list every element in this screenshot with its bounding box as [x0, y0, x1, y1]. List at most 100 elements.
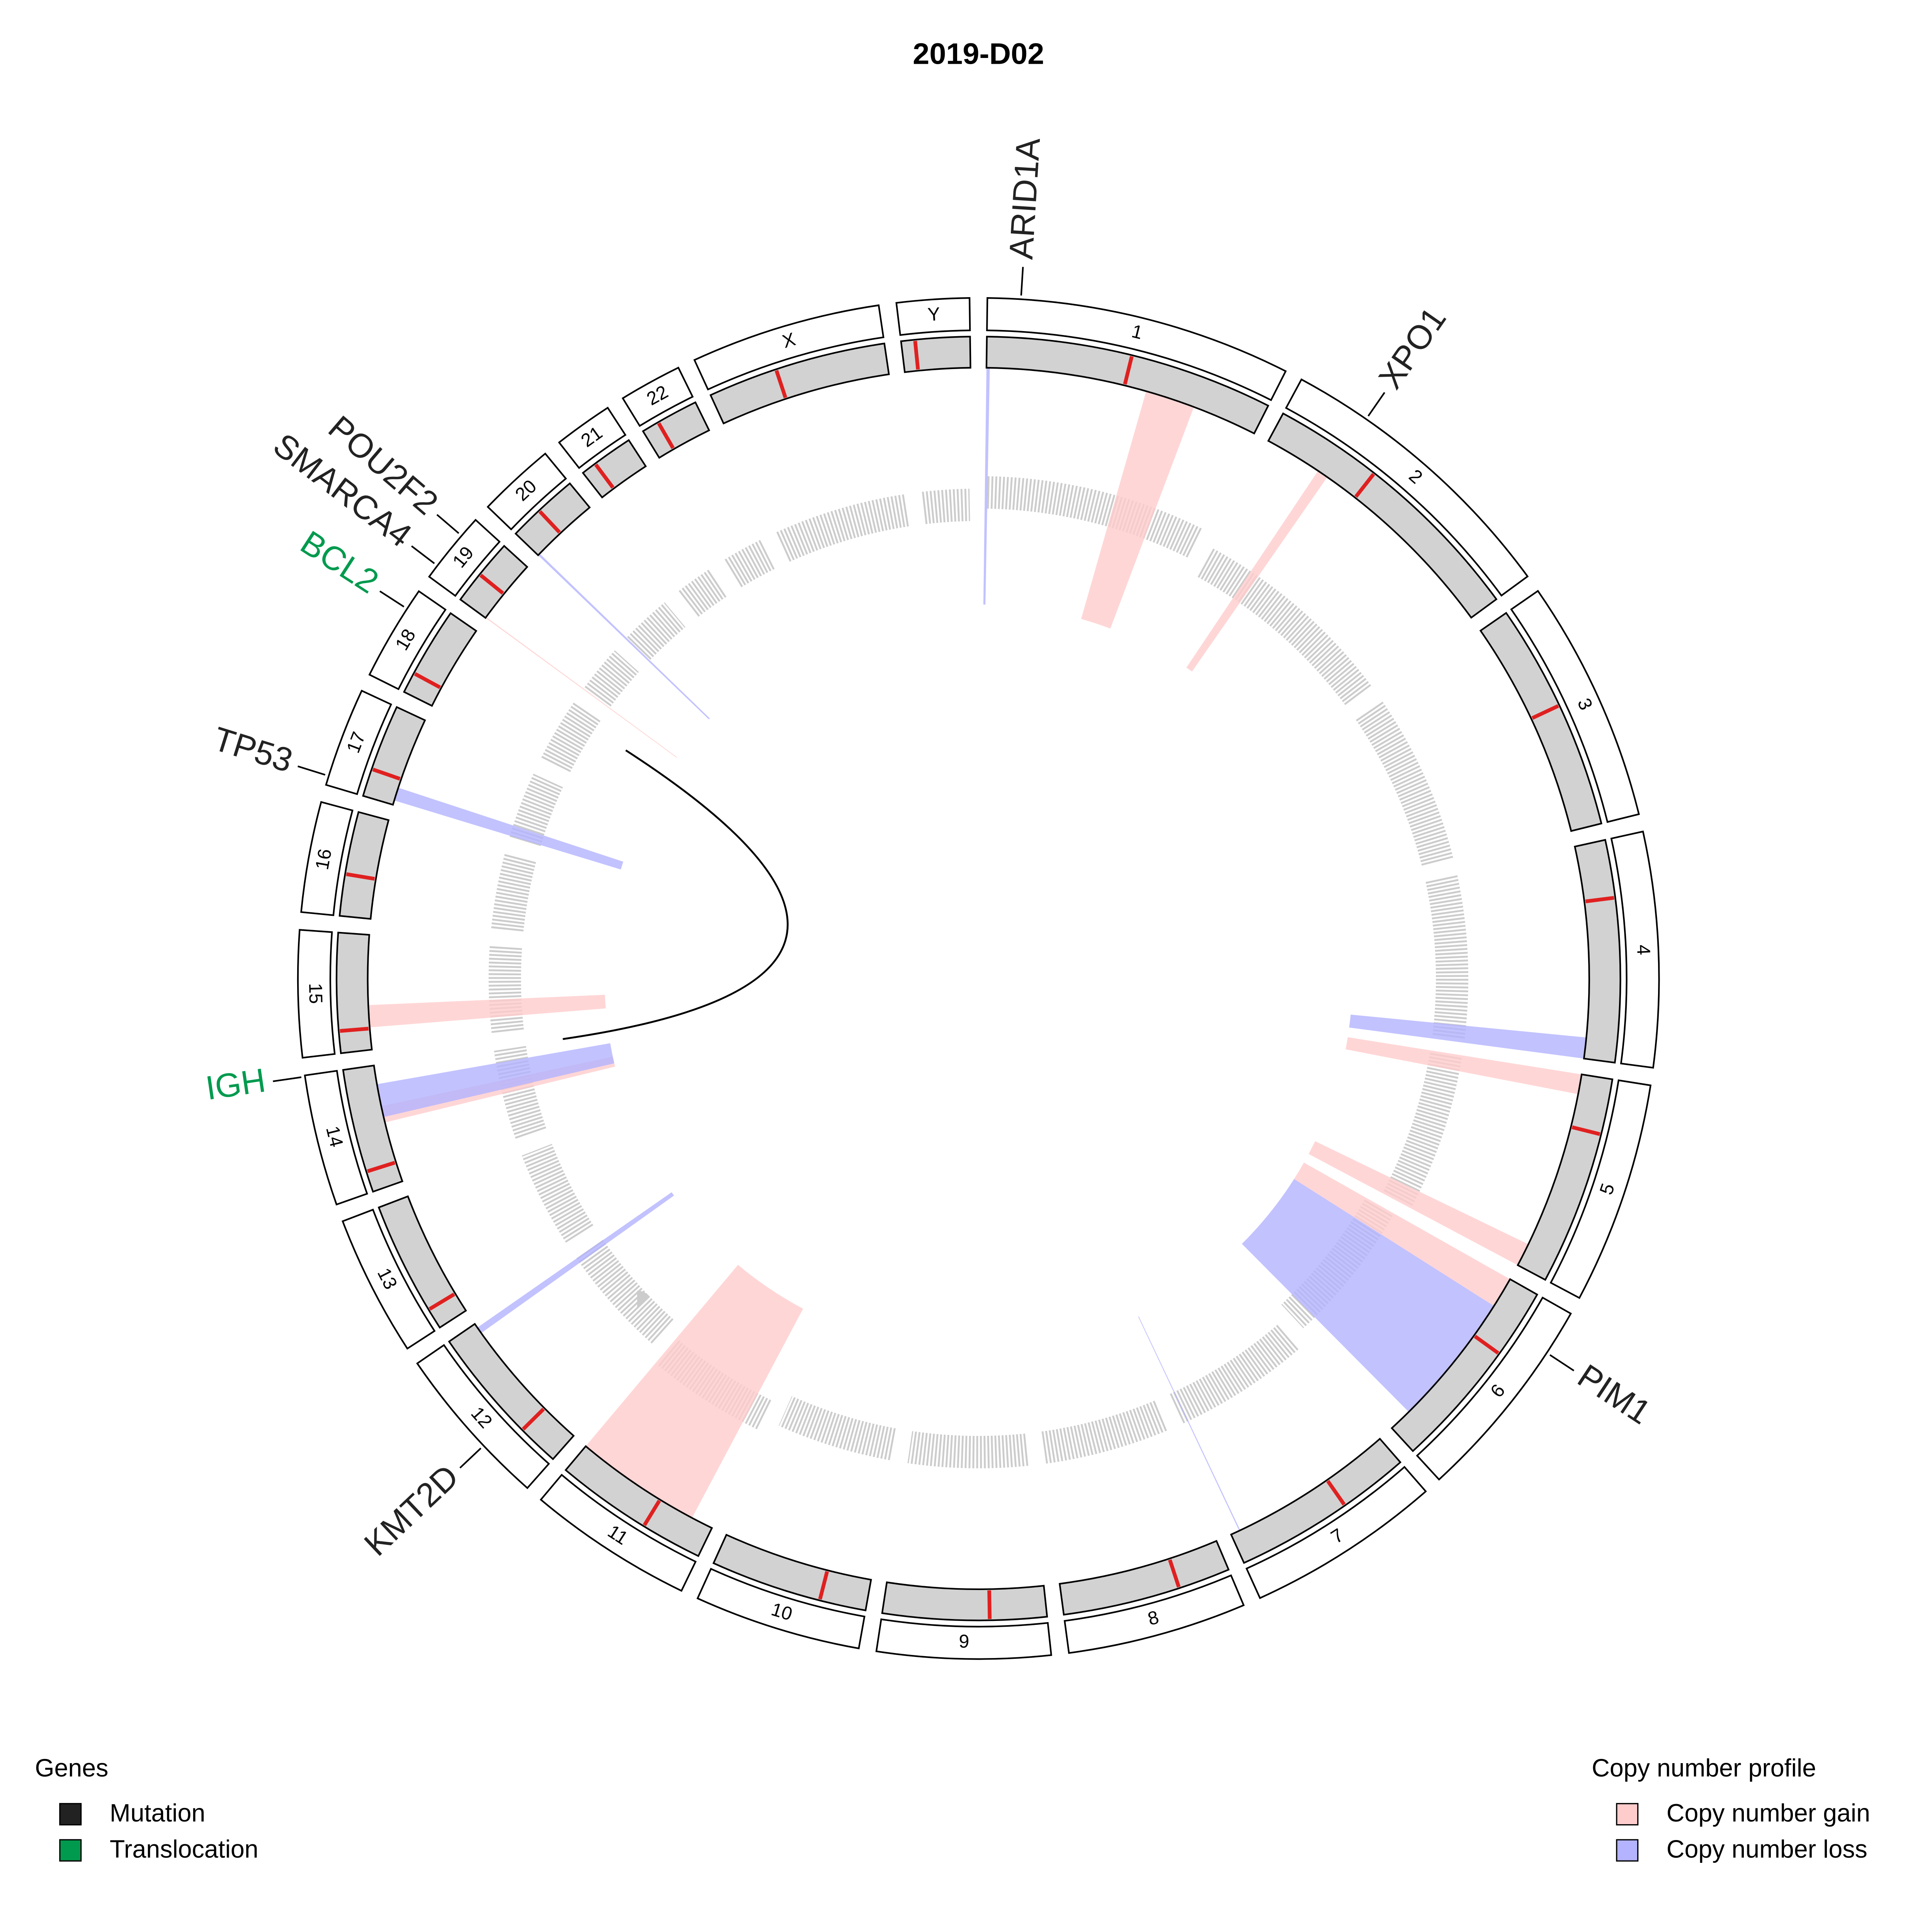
chromosome-label: Y: [927, 304, 941, 325]
ideogram-strip: [514, 482, 591, 556]
ideogram-strip: [338, 811, 390, 920]
legend-swatch: [59, 1803, 82, 1826]
legend: Genes Mutation Translocation Copy number…: [35, 1754, 1870, 1863]
cnv-segment: [377, 1043, 614, 1117]
ideogram-strip: [1517, 1073, 1614, 1281]
gene-tick: [1549, 1354, 1575, 1372]
copy-ratio-band: [679, 569, 728, 617]
centromere: [1326, 1480, 1346, 1506]
copy-ratio-band: [576, 1239, 674, 1344]
centromere: [1354, 473, 1375, 498]
chromosome-box: [416, 1344, 550, 1489]
cnv-segment: [1242, 1179, 1494, 1412]
centromere: [774, 370, 787, 398]
chromosome-box: [693, 304, 884, 391]
chart-title: 2019-D02: [913, 37, 1044, 71]
copy-ratio-band: [509, 774, 563, 846]
chromosome-label: 16: [311, 847, 336, 872]
cnv-segment: [585, 1265, 803, 1518]
copy-ratio-band: [584, 650, 639, 707]
chromosome-box: [486, 452, 567, 531]
copy-ratio-band: [541, 702, 601, 772]
cnv-segment: [1081, 391, 1194, 629]
copy-ratio-band: [627, 602, 686, 660]
chromosome-label: 9: [959, 1631, 969, 1652]
chromosome-box: [300, 801, 354, 916]
ideogram-strip: [342, 1065, 404, 1193]
centromere: [594, 463, 615, 489]
ideogram-strip: [1230, 1437, 1402, 1564]
cnv-segment: [1186, 471, 1327, 672]
gene-label: IGH: [203, 1061, 268, 1107]
copy-ratio-band: [776, 494, 909, 562]
copy-ratio-band: [1355, 701, 1453, 866]
chromosome-box: [1285, 378, 1529, 597]
ideogram-strip: [985, 335, 1269, 435]
legend-title: Copy number profile: [1592, 1754, 1816, 1782]
chromosome-box: [621, 366, 694, 427]
centromere: [1168, 1559, 1181, 1588]
chromosome-box: [368, 590, 447, 690]
ideogram-strip: [335, 932, 373, 1054]
chromosome-label: 15: [305, 983, 326, 1004]
chromosome-box: [304, 1070, 368, 1206]
ideogram-strip: [1059, 1540, 1230, 1616]
legend-label: Copy number gain: [1667, 1799, 1870, 1827]
centromere: [414, 672, 441, 689]
chromosome-box: [875, 1618, 1052, 1660]
gene-tick: [1020, 267, 1024, 296]
gene-tick: [379, 590, 405, 608]
gene-tick: [459, 1447, 481, 1469]
legend-label: Translocation: [110, 1835, 259, 1863]
cnv-segment: [538, 553, 710, 719]
cnv-segment: [1138, 1316, 1240, 1531]
chromosome-box: [539, 1473, 697, 1592]
translocation-link: [563, 749, 789, 1040]
chromosome-box: [696, 1568, 866, 1650]
copy-ratio-band: [1197, 548, 1372, 706]
ideogram-strip: [459, 544, 529, 619]
ideogram-strip: [709, 342, 890, 425]
chromosome-box: [986, 297, 1287, 401]
copy-ratio-band: [987, 476, 1203, 558]
ideogram-strip: [1479, 612, 1602, 832]
centromere: [913, 340, 920, 370]
chromosome-box: [297, 929, 336, 1059]
centromere: [429, 1293, 455, 1311]
chromosome-box: [1510, 590, 1640, 823]
ideogram-strip: [378, 1195, 467, 1329]
cnv-segment: [477, 1192, 674, 1333]
ideogram-strip: [881, 1581, 1048, 1621]
gene-tick: [1367, 392, 1386, 417]
ideogram-strip: [403, 612, 478, 707]
chromosome-box: [895, 297, 971, 336]
copy-ratio-band: [779, 1396, 896, 1461]
legend-swatch: [59, 1839, 82, 1862]
ideogram-strip: [1391, 1278, 1539, 1452]
gene-tick: [411, 545, 435, 564]
ideogram-strip: [900, 335, 971, 373]
legend-title: Genes: [35, 1754, 108, 1782]
ideogram-strip: [362, 706, 426, 806]
centromere: [1474, 1335, 1500, 1355]
centromere: [346, 872, 375, 881]
ideogram-strip: [712, 1534, 872, 1612]
chromosome-box: [1549, 1079, 1652, 1299]
ideogram-strip: [448, 1323, 575, 1461]
centromere: [372, 767, 401, 781]
chromosome-box: [342, 1208, 436, 1350]
cnv-segment: [1345, 1037, 1582, 1094]
gene-tick: [298, 765, 326, 776]
cnv-segment: [1349, 1014, 1587, 1059]
cnv-segment: [1308, 1141, 1529, 1265]
centromere: [538, 510, 561, 534]
copy-ratio-band: [1170, 1325, 1299, 1423]
ideogram-strip: [642, 401, 711, 459]
copy-ratio-band: [907, 1431, 1029, 1468]
centromere: [1531, 704, 1559, 720]
centromere: [987, 1590, 992, 1619]
ideogram-strip: [1574, 839, 1621, 1064]
chromosome-box: [1245, 1466, 1427, 1599]
